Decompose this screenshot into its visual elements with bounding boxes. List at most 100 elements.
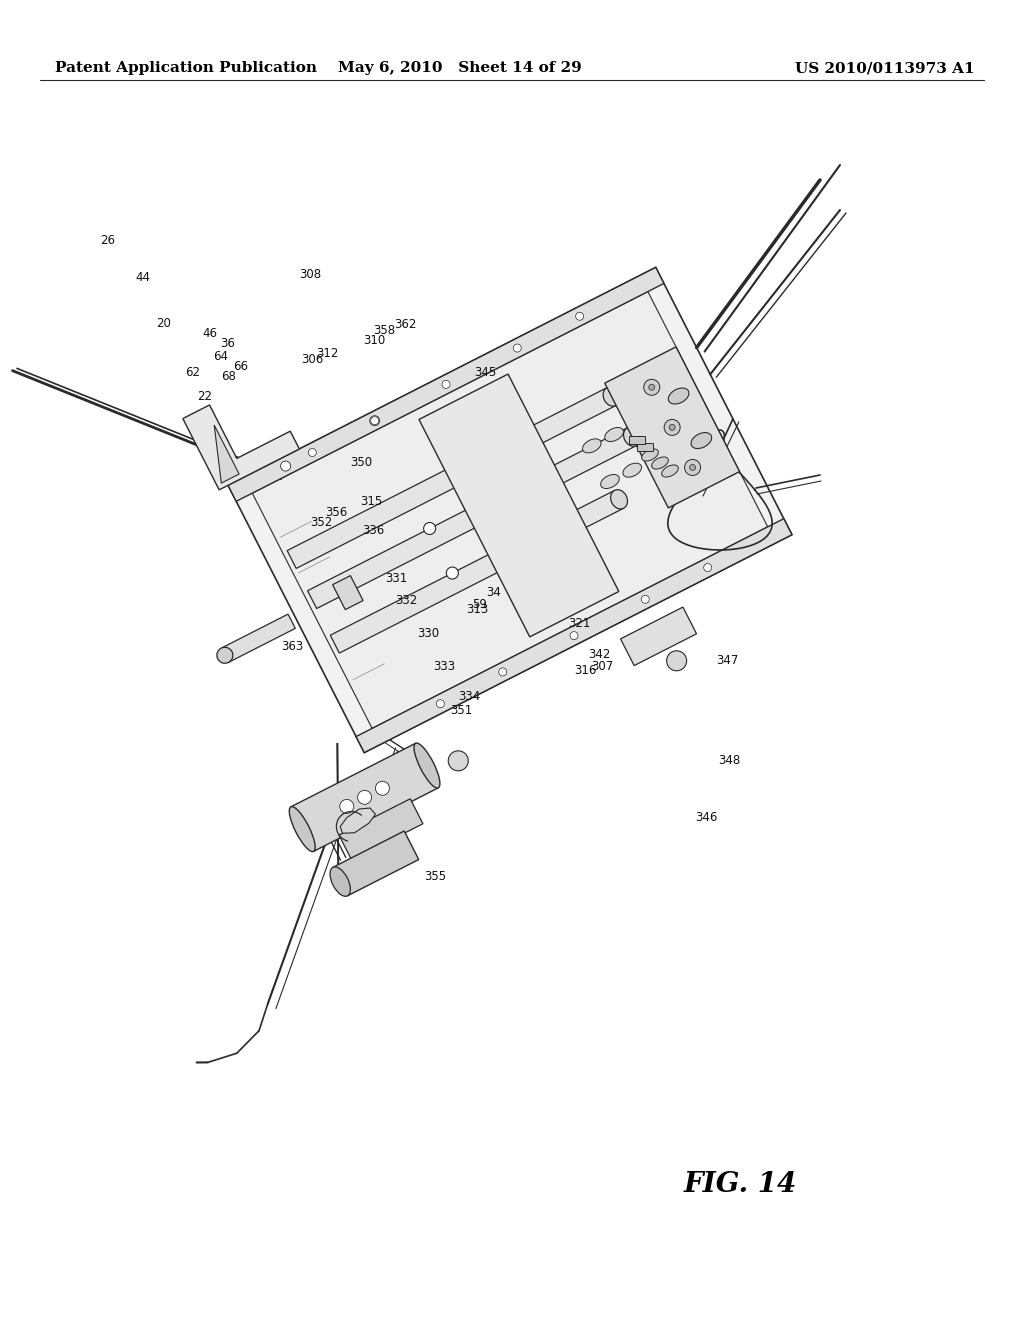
Text: 334: 334 (458, 690, 480, 704)
Polygon shape (291, 743, 438, 851)
Text: 68: 68 (221, 370, 236, 383)
Polygon shape (637, 444, 653, 451)
Text: 343: 343 (503, 458, 525, 471)
Polygon shape (340, 808, 376, 833)
Text: 62: 62 (185, 366, 200, 379)
Text: 316: 316 (574, 664, 597, 677)
Circle shape (371, 417, 379, 425)
Text: 349: 349 (535, 548, 557, 561)
Text: 363: 363 (281, 640, 303, 653)
Text: 352: 352 (310, 516, 333, 529)
Circle shape (685, 459, 700, 475)
Text: 312: 312 (316, 347, 339, 360)
Circle shape (513, 345, 521, 352)
Text: 345: 345 (474, 366, 497, 379)
Text: 350: 350 (350, 455, 373, 469)
Ellipse shape (623, 463, 642, 477)
Ellipse shape (601, 474, 620, 488)
Polygon shape (605, 347, 739, 508)
Text: FIG. 14: FIG. 14 (683, 1172, 797, 1199)
Circle shape (669, 424, 675, 430)
Text: 59: 59 (472, 598, 486, 611)
Circle shape (370, 416, 380, 425)
Ellipse shape (583, 438, 601, 453)
Text: 22: 22 (198, 389, 212, 403)
Ellipse shape (603, 387, 620, 407)
Ellipse shape (330, 867, 350, 896)
Circle shape (499, 668, 507, 676)
Ellipse shape (669, 388, 689, 404)
Polygon shape (221, 614, 295, 663)
Text: 306: 306 (301, 352, 324, 366)
Text: 26: 26 (100, 234, 115, 247)
Text: 355: 355 (424, 870, 446, 883)
Text: 313: 313 (466, 603, 488, 616)
Circle shape (665, 420, 680, 436)
Text: 64: 64 (213, 350, 227, 363)
Polygon shape (629, 436, 645, 444)
Text: 347: 347 (716, 653, 738, 667)
Text: 340: 340 (561, 557, 584, 570)
Circle shape (449, 751, 468, 771)
Text: US 2010/0113973 A1: US 2010/0113973 A1 (796, 61, 975, 75)
Text: 342: 342 (588, 648, 610, 661)
Text: 320: 320 (518, 569, 541, 582)
Circle shape (689, 465, 695, 470)
Text: 346: 346 (695, 810, 718, 824)
Text: 308: 308 (299, 268, 322, 281)
Text: 321: 321 (568, 616, 591, 630)
Circle shape (376, 781, 389, 795)
Ellipse shape (642, 449, 658, 461)
Polygon shape (307, 428, 637, 609)
Ellipse shape (610, 490, 628, 510)
Text: 322: 322 (513, 581, 536, 594)
Circle shape (357, 791, 372, 804)
Text: 66: 66 (233, 360, 248, 374)
Polygon shape (339, 799, 423, 861)
Circle shape (644, 379, 659, 395)
Text: 330: 330 (417, 627, 439, 640)
Polygon shape (356, 519, 792, 752)
Polygon shape (333, 576, 364, 610)
Circle shape (340, 800, 353, 813)
Text: 356: 356 (325, 506, 347, 519)
Ellipse shape (662, 465, 678, 477)
Text: 36: 36 (220, 337, 234, 350)
Polygon shape (331, 491, 624, 653)
Circle shape (703, 564, 712, 572)
Polygon shape (183, 405, 299, 490)
Circle shape (641, 595, 649, 603)
Text: 341: 341 (574, 554, 597, 568)
Ellipse shape (289, 807, 315, 851)
Text: 333: 333 (433, 660, 456, 673)
Text: 358: 358 (373, 323, 395, 337)
Ellipse shape (651, 457, 669, 469)
Text: 44: 44 (136, 271, 151, 284)
Text: 362: 362 (394, 318, 417, 331)
Ellipse shape (691, 433, 712, 449)
Circle shape (446, 568, 459, 579)
Text: Patent Application Publication: Patent Application Publication (55, 61, 317, 75)
Text: May 6, 2010   Sheet 14 of 29: May 6, 2010 Sheet 14 of 29 (338, 61, 582, 75)
Text: 319: 319 (499, 572, 521, 585)
Circle shape (308, 449, 316, 457)
Polygon shape (252, 292, 768, 729)
Polygon shape (228, 268, 792, 752)
Circle shape (424, 523, 435, 535)
Text: 20: 20 (157, 317, 171, 330)
Circle shape (436, 700, 444, 708)
Circle shape (281, 461, 291, 471)
Text: 46: 46 (203, 327, 217, 341)
Text: 336: 336 (362, 524, 385, 537)
Circle shape (667, 651, 687, 671)
Circle shape (649, 384, 654, 391)
Text: 344: 344 (568, 568, 591, 581)
Text: 307: 307 (591, 660, 613, 673)
Text: 348: 348 (718, 754, 740, 767)
Text: 331: 331 (385, 572, 408, 585)
Circle shape (442, 380, 450, 388)
Circle shape (570, 632, 578, 640)
Ellipse shape (605, 428, 624, 441)
Circle shape (575, 313, 584, 321)
Text: 310: 310 (364, 334, 386, 347)
